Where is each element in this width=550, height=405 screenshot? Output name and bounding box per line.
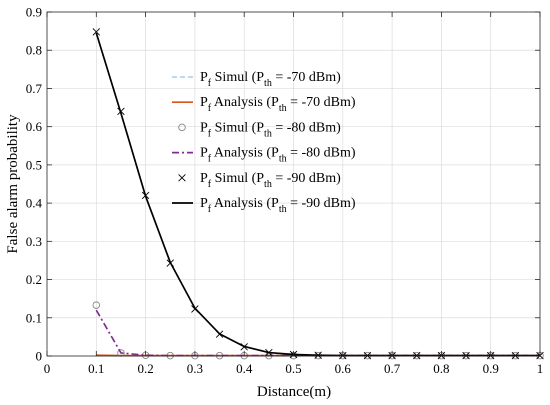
legend-marker bbox=[178, 123, 186, 132]
legend-label-mid: Analysis (P bbox=[211, 196, 279, 211]
legend-entry: Pf Analysis (Pth = -90 dBm) bbox=[172, 196, 356, 215]
legend-label-main: P bbox=[200, 70, 208, 85]
y-tick-label: 0.8 bbox=[26, 43, 42, 58]
legend-label-tail: = -70 dBm) bbox=[272, 70, 341, 85]
legend-label: Pf Analysis (Pth = -80 dBm) bbox=[200, 146, 356, 165]
y-tick-label: 0.9 bbox=[26, 5, 42, 20]
legend-label-main: P bbox=[200, 196, 208, 211]
x-marker-stroke bbox=[178, 174, 186, 182]
legend-label-mid: Simul (P bbox=[211, 70, 264, 85]
x-tick-label: 0 bbox=[44, 361, 51, 376]
y-tick-label: 0 bbox=[36, 349, 43, 364]
legend-label: Pf Analysis (Pth = -90 dBm) bbox=[200, 196, 356, 215]
legend-label-sub2: th bbox=[279, 154, 287, 165]
y-tick-label: 0.1 bbox=[26, 310, 42, 325]
x-tick-label: 0.7 bbox=[384, 361, 401, 376]
y-tick-label: 0.4 bbox=[26, 196, 43, 211]
y-tick-label: 0.6 bbox=[26, 119, 43, 134]
legend-label-mid: Simul (P bbox=[211, 171, 264, 186]
y-axis-label: False alarm probability bbox=[5, 114, 21, 254]
legend-label-sub: f bbox=[208, 204, 212, 215]
legend-label-sub: f bbox=[208, 179, 212, 190]
y-tick-label: 0.2 bbox=[26, 272, 42, 287]
legend-marker bbox=[178, 174, 186, 182]
series-3-point bbox=[92, 301, 101, 309]
legend-label-mid: Simul (P bbox=[211, 120, 264, 135]
legend-label-sub2: th bbox=[264, 179, 272, 190]
legend-label-tail: = -90 dBm) bbox=[287, 196, 356, 211]
legend-label-tail: = -80 dBm) bbox=[272, 120, 341, 135]
legend-label: Pf Simul (Pth = -90 dBm) bbox=[200, 171, 341, 190]
legend-label: Pf Simul (Pth = -80 dBm) bbox=[200, 120, 341, 139]
x-tick-label: 0.5 bbox=[285, 361, 301, 376]
legend-label-sub: f bbox=[208, 103, 212, 114]
legend-entry: Pf Analysis (Pth = -80 dBm) bbox=[172, 146, 356, 165]
legend-label-mid: Analysis (P bbox=[211, 146, 279, 161]
legend-label-tail: = -80 dBm) bbox=[287, 146, 356, 161]
legend-entry: Pf Simul (Pth = -90 dBm) bbox=[178, 171, 341, 190]
legend-label-sub2: th bbox=[279, 103, 287, 114]
x-tick-label: 0.8 bbox=[433, 361, 449, 376]
x-tick-label: 0.9 bbox=[483, 361, 499, 376]
legend-label-main: P bbox=[200, 120, 208, 135]
legend-label-main: P bbox=[200, 171, 208, 186]
legend-label-sub: f bbox=[208, 154, 212, 165]
y-tick-label: 0.3 bbox=[26, 234, 42, 249]
legend-label-sub: f bbox=[208, 128, 212, 139]
legend-label: Pf Analysis (Pth = -70 dBm) bbox=[200, 95, 356, 114]
x-tick-label: 0.6 bbox=[335, 361, 352, 376]
legend-label-tail: = -90 dBm) bbox=[272, 171, 341, 186]
legend-label-sub2: th bbox=[264, 78, 272, 89]
legend-label-mid: Analysis (P bbox=[211, 95, 279, 110]
series-5-point bbox=[92, 28, 101, 36]
x-marker-stroke bbox=[92, 28, 101, 36]
legend-label: Pf Simul (Pth = -70 dBm) bbox=[200, 70, 341, 89]
grid-lines bbox=[47, 12, 540, 356]
legend-label-tail: = -70 dBm) bbox=[287, 95, 356, 110]
y-tick-label: 0.7 bbox=[26, 81, 43, 96]
x-tick-label: 1 bbox=[537, 361, 544, 376]
x-axis-label: Distance(m) bbox=[257, 384, 331, 400]
legend-label-main: P bbox=[200, 95, 208, 110]
legend-label-sub2: th bbox=[264, 128, 272, 139]
x-tick-label: 0.3 bbox=[187, 361, 203, 376]
axis-ticks: 0 0.1 0.2 0.3 0.4 0.5 0.6 0.7 0.8 0.9 1 0 0.1 0.2 0.3 0… bbox=[26, 5, 544, 377]
legend: Pf Simul (Pth = -70 dBm)Pf Analysis (Pth… bbox=[172, 70, 356, 215]
x-tick-label: 0.4 bbox=[236, 361, 253, 376]
legend-entry: Pf Analysis (Pth = -70 dBm) bbox=[172, 95, 356, 114]
legend-entry: Pf Simul (Pth = -70 dBm) bbox=[172, 70, 341, 89]
legend-entry: Pf Simul (Pth = -80 dBm) bbox=[178, 120, 341, 139]
x-tick-label: 0.2 bbox=[137, 361, 153, 376]
legend-label-sub2: th bbox=[279, 204, 287, 215]
x-tick-label: 0.1 bbox=[88, 361, 104, 376]
y-tick-label: 0.5 bbox=[26, 157, 42, 172]
legend-label-sub: f bbox=[208, 78, 212, 89]
legend-label-main: P bbox=[200, 146, 208, 161]
